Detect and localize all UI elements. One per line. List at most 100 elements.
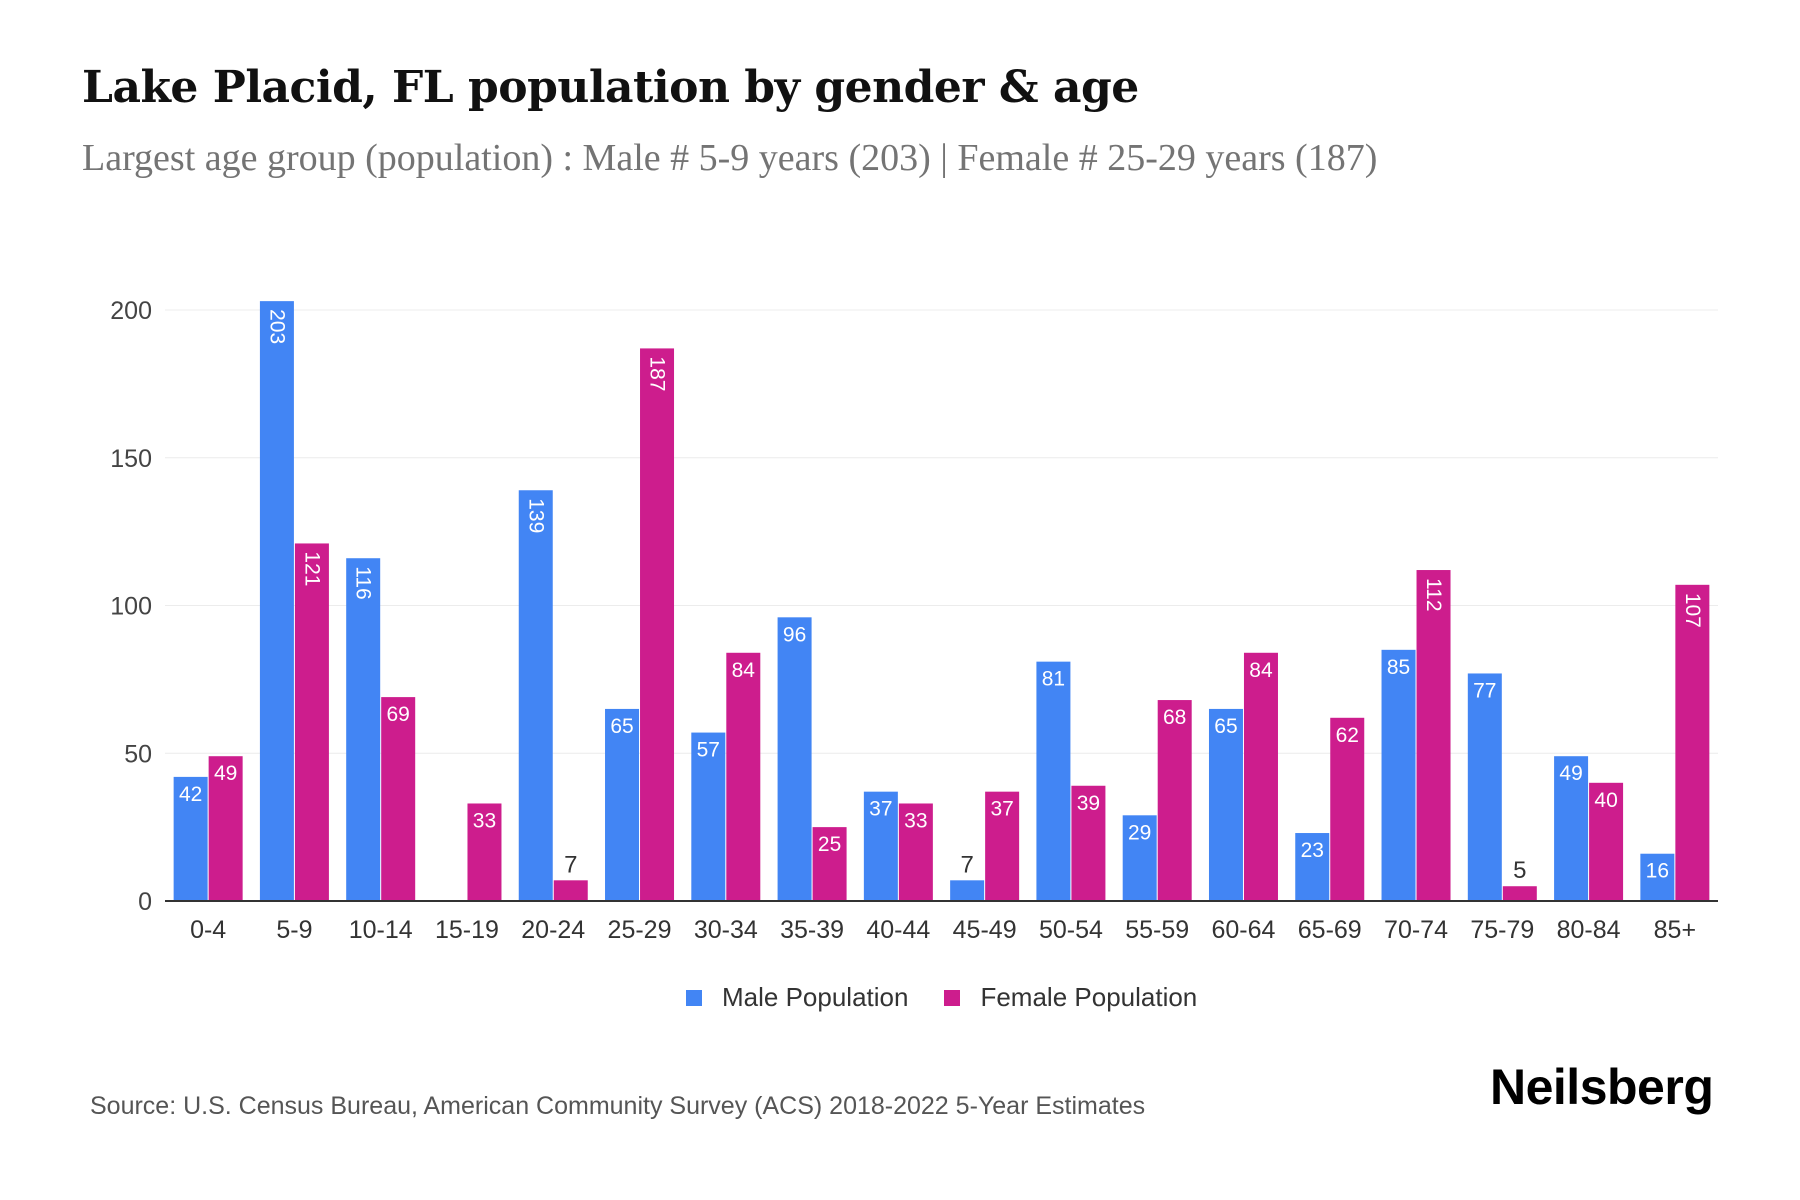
legend-label-female: Female Population bbox=[980, 982, 1198, 1012]
bar-label-female: 84 bbox=[1249, 659, 1273, 682]
bar-label-male: 116 bbox=[352, 566, 375, 599]
bar-male-85+ bbox=[1640, 853, 1675, 901]
y-tick-label: 150 bbox=[110, 445, 152, 473]
bar-female-30-34 bbox=[726, 652, 761, 901]
x-tick-label: 50-54 bbox=[1039, 916, 1103, 944]
bar-label-male: 57 bbox=[697, 739, 720, 762]
bar-label-male: 65 bbox=[1214, 715, 1237, 738]
bar-male-70-74 bbox=[1381, 649, 1416, 901]
bar-label-male: 139 bbox=[524, 498, 547, 533]
bar-label-female: 40 bbox=[1594, 789, 1617, 812]
bar-female-0-4 bbox=[208, 756, 243, 901]
y-tick-label: 0 bbox=[138, 888, 152, 916]
x-tick-label: 20-24 bbox=[521, 916, 585, 944]
y-axis-ticks: 0 50 100 150 200 bbox=[110, 297, 152, 916]
bar-female-10-14 bbox=[381, 697, 416, 901]
bar-label-female: 121 bbox=[300, 551, 323, 586]
bar-female-25-29 bbox=[640, 348, 675, 901]
bar-female-40-44 bbox=[898, 803, 933, 901]
x-tick-label: 70-74 bbox=[1384, 916, 1448, 944]
legend: Male Population Female Population bbox=[686, 982, 1197, 1013]
bar-label-male: 96 bbox=[783, 623, 806, 646]
bar-label-male: 37 bbox=[869, 798, 892, 821]
bar-male-35-39 bbox=[777, 617, 812, 901]
bar-label-male: 29 bbox=[1128, 821, 1151, 844]
bar-label-female: 37 bbox=[990, 798, 1013, 821]
bar-female-55-59 bbox=[1157, 700, 1192, 901]
x-tick-label: 0-4 bbox=[190, 916, 226, 944]
bar-female-70-74 bbox=[1416, 570, 1451, 901]
bar-label-male: 65 bbox=[610, 715, 633, 738]
bar-label-male: 77 bbox=[1473, 679, 1496, 702]
bar-female-45-49 bbox=[985, 791, 1020, 901]
x-tick-label: 5-9 bbox=[276, 916, 312, 944]
bar-female-80-84 bbox=[1589, 782, 1624, 901]
bar-male-40-44 bbox=[863, 791, 898, 901]
bar-male-60-64 bbox=[1208, 708, 1243, 901]
bar-female-20-24 bbox=[553, 880, 588, 901]
bar-female-85+ bbox=[1675, 584, 1710, 901]
bar-female-60-64 bbox=[1243, 652, 1278, 901]
x-tick-label: 15-19 bbox=[435, 916, 499, 944]
x-tick-label: 35-39 bbox=[780, 916, 844, 944]
bar-male-25-29 bbox=[605, 708, 640, 901]
bar-label-male: 49 bbox=[1559, 762, 1582, 785]
x-tick-label: 80-84 bbox=[1557, 916, 1621, 944]
legend-label-male: Male Population bbox=[722, 982, 909, 1012]
x-tick-label: 40-44 bbox=[866, 916, 930, 944]
bar-label-female: 33 bbox=[904, 809, 927, 832]
chart-title: Lake Placid, FL population by gender & a… bbox=[82, 62, 1139, 113]
bar-label-male: 81 bbox=[1042, 668, 1065, 691]
bar-female-35-39 bbox=[812, 827, 847, 901]
x-tick-label: 85+ bbox=[1654, 916, 1696, 944]
bar-labels: 42 49 203 121 116 69 33 139 7 65 187 57 84 96 25 37 33 7 3… bbox=[179, 309, 1704, 884]
neilsberg-logo: Neilsberg bbox=[1490, 1059, 1714, 1115]
bar-label-male: 42 bbox=[179, 783, 202, 806]
bar-label-female: 68 bbox=[1163, 706, 1186, 729]
chart-subtitle: Largest age group (population) : Male # … bbox=[82, 137, 1378, 179]
bar-label-female: 49 bbox=[214, 762, 237, 785]
gridlines bbox=[165, 309, 1718, 754]
x-tick-label: 10-14 bbox=[349, 916, 413, 944]
bar-male-0-4 bbox=[173, 776, 208, 901]
y-tick-label: 100 bbox=[110, 593, 152, 621]
bar-label-female: 39 bbox=[1077, 792, 1100, 815]
bar-label-female: 25 bbox=[818, 833, 841, 856]
bar-male-65-69 bbox=[1295, 833, 1330, 901]
bar-female-5-9 bbox=[294, 543, 329, 901]
bar-label-female: 69 bbox=[387, 703, 410, 726]
bar-label-female: 107 bbox=[1681, 593, 1704, 628]
bar-label-female: 5 bbox=[1513, 857, 1526, 884]
bar-label-male: 7 bbox=[960, 851, 973, 878]
y-tick-label: 50 bbox=[124, 740, 152, 768]
x-tick-label: 30-34 bbox=[694, 916, 758, 944]
bar-female-75-79 bbox=[1502, 886, 1537, 901]
y-tick-label: 200 bbox=[110, 297, 152, 325]
source-note: Source: U.S. Census Bureau, American Com… bbox=[90, 1092, 1146, 1120]
bar-label-female: 112 bbox=[1422, 578, 1445, 611]
bar-female-50-54 bbox=[1071, 785, 1106, 901]
bar-male-50-54 bbox=[1036, 661, 1071, 901]
x-tick-label: 60-64 bbox=[1211, 916, 1275, 944]
x-tick-label: 25-29 bbox=[608, 916, 672, 944]
bars bbox=[173, 301, 1710, 901]
bar-label-male: 85 bbox=[1387, 656, 1410, 679]
bar-male-5-9 bbox=[259, 301, 294, 901]
bar-male-75-79 bbox=[1467, 673, 1502, 901]
x-tick-label: 75-79 bbox=[1470, 916, 1534, 944]
bar-label-male: 203 bbox=[265, 309, 288, 344]
bar-female-15-19 bbox=[467, 803, 502, 901]
bar-label-female: 7 bbox=[564, 851, 577, 878]
bar-male-30-34 bbox=[691, 732, 726, 901]
bar-male-10-14 bbox=[346, 558, 381, 901]
x-axis-ticks: 0-4 5-9 10-14 15-19 20-24 25-29 30-34 35-39 40-4… bbox=[190, 916, 1696, 944]
bar-label-female: 33 bbox=[473, 809, 496, 832]
bar-male-55-59 bbox=[1122, 815, 1157, 901]
bar-label-female: 187 bbox=[646, 356, 669, 391]
bar-label-male: 16 bbox=[1646, 860, 1669, 883]
legend-swatch-female bbox=[944, 989, 961, 1006]
x-tick-label: 65-69 bbox=[1298, 916, 1362, 944]
x-tick-label: 55-59 bbox=[1125, 916, 1189, 944]
bar-male-80-84 bbox=[1554, 756, 1589, 901]
